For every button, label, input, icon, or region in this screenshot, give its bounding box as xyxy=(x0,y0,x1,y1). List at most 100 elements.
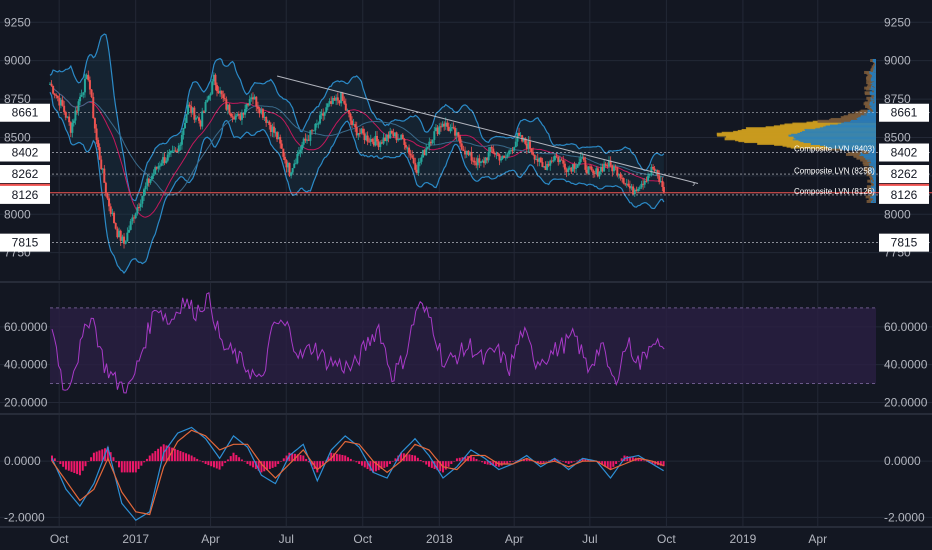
macd-histogram-bar xyxy=(101,449,104,462)
macd-histogram-bar xyxy=(165,445,168,462)
candle-body xyxy=(390,130,393,134)
rsi-pane[interactable]: 20.0000 20.0000 40.0000 40.0000 60.0000 60.00… xyxy=(0,283,932,413)
candle-body xyxy=(180,134,183,145)
candle-body xyxy=(306,139,309,141)
lvn-label: Composite LVN (8403) xyxy=(794,144,875,153)
macd-histogram-bar xyxy=(620,458,623,462)
candle-body xyxy=(595,168,598,174)
price-tick-label: 8500 xyxy=(884,130,911,144)
candle-body xyxy=(549,160,552,166)
candle-body xyxy=(352,124,355,126)
macd-histogram-bar xyxy=(631,457,634,462)
candle-body xyxy=(557,156,560,163)
candle-body xyxy=(69,122,72,133)
trendline[interactable]: › xyxy=(276,75,699,190)
candle-body xyxy=(59,99,62,106)
candle-body xyxy=(647,175,650,182)
candle-body xyxy=(301,144,304,150)
candle-body xyxy=(268,121,271,125)
candle-body xyxy=(166,154,169,161)
macd-histogram-bar xyxy=(199,460,202,462)
candle-body xyxy=(476,158,479,166)
candle-body xyxy=(90,89,93,97)
rsi-axis: 20.0000 20.0000 40.0000 40.0000 60.0000 60.00… xyxy=(4,320,928,410)
level-tag-box xyxy=(879,233,929,252)
candle-body xyxy=(171,150,174,152)
candle-body xyxy=(128,229,131,233)
bollinger-bands xyxy=(49,33,665,274)
candle-body xyxy=(590,166,593,171)
macd-histogram-bar xyxy=(475,458,478,462)
candle-body xyxy=(585,169,588,174)
macd-histogram-bar xyxy=(243,461,246,462)
candle-body xyxy=(562,160,565,164)
macd-histogram-bar xyxy=(645,461,648,462)
macd-histogram-bar xyxy=(226,459,229,462)
candle-body xyxy=(118,230,121,238)
macd-histogram-bar xyxy=(221,461,224,467)
macd-histogram-bar xyxy=(201,461,204,463)
candle-body xyxy=(247,103,250,106)
candle-body xyxy=(552,160,555,162)
candle-body xyxy=(429,141,432,144)
candle-body xyxy=(199,120,202,127)
candle-body xyxy=(522,138,525,142)
volume-profile-bar xyxy=(871,185,876,189)
candle-body xyxy=(541,162,544,167)
macd-histogram-bar xyxy=(436,461,439,471)
macd-histogram-bar xyxy=(56,461,59,462)
macd-histogram-bar xyxy=(545,461,548,462)
candle-body xyxy=(380,142,383,144)
candle-body xyxy=(536,159,539,162)
macd-histogram-bar xyxy=(651,461,654,464)
candle-body xyxy=(611,165,614,172)
time-axis[interactable]: Oct 2017 Apr Jul Oct 2018 Apr Jul Oct 2019 Apr xyxy=(50,532,827,546)
macd-histogram-bar xyxy=(355,461,358,463)
macd-histogram-bar xyxy=(157,448,160,462)
macd-histogram-bar xyxy=(90,457,93,462)
macd-histogram-bar xyxy=(204,461,207,464)
candle-body xyxy=(418,161,421,163)
macd-histogram-bar xyxy=(486,461,489,465)
macd-histogram-bar xyxy=(400,452,403,462)
candle-body xyxy=(439,126,442,128)
candle-body xyxy=(601,166,604,172)
candle-body xyxy=(492,148,495,153)
candle-body xyxy=(514,141,517,148)
candle-body xyxy=(462,149,465,151)
price-tick-label: 8750 xyxy=(4,92,31,106)
candle-body xyxy=(283,156,286,161)
price-pane[interactable]: › Composite LVN (8403) Composite LVN (825… xyxy=(0,0,932,280)
macd-histogram-bar xyxy=(151,453,154,462)
candle-body xyxy=(212,74,215,82)
candle-body xyxy=(535,159,538,161)
macd-pane[interactable]: -2.0000 -2.0000 0.0000 0.0000 xyxy=(0,415,932,526)
macd-histogram-bar xyxy=(249,461,252,466)
candle-body xyxy=(302,138,305,145)
macd-histogram-bar xyxy=(84,461,87,467)
candle-body xyxy=(368,141,371,143)
candle-body xyxy=(431,139,434,144)
candle-body xyxy=(279,137,282,144)
candle-body xyxy=(97,139,100,148)
candle-body xyxy=(357,133,360,136)
candle-body xyxy=(124,241,127,244)
candle-body xyxy=(625,183,628,185)
macd-histogram-bar xyxy=(266,461,269,471)
candle-body xyxy=(527,141,530,149)
macd-histogram-bar xyxy=(78,461,81,476)
candle-body xyxy=(319,115,322,124)
candle-body xyxy=(501,155,504,159)
candle-body xyxy=(152,173,155,176)
macd-histogram-bar xyxy=(536,461,539,463)
macd-histogram-bar xyxy=(567,461,570,464)
volume-profile-bar xyxy=(872,175,876,179)
candle-body xyxy=(414,163,417,170)
macd-histogram-bar xyxy=(369,461,372,471)
candle-body xyxy=(508,150,511,155)
candle-body xyxy=(347,110,350,114)
candle-body xyxy=(79,96,82,102)
candle-body xyxy=(296,153,299,164)
candle-body xyxy=(349,113,352,121)
